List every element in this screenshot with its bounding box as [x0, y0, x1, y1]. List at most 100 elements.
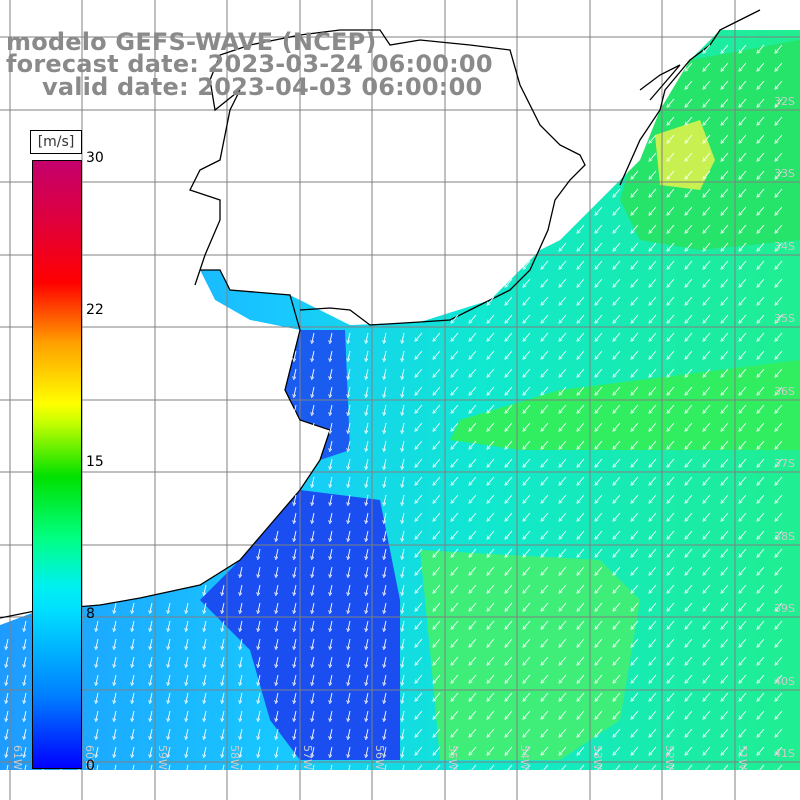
wind-arrow	[722, 224, 729, 232]
wind-arrow	[596, 620, 603, 628]
wind-arrow	[632, 242, 639, 250]
wind-arrow	[668, 296, 675, 304]
wind-arrow	[542, 440, 549, 448]
wind-arrow	[222, 692, 225, 702]
wind-arrow	[560, 656, 567, 664]
wind-arrow	[776, 62, 783, 70]
wind-arrow	[776, 494, 783, 502]
wind-arrow	[560, 260, 567, 268]
wind-arrow	[24, 620, 27, 630]
wind-arrow	[416, 764, 423, 772]
ocean-high-zone-1	[450, 360, 800, 450]
wind-arrow	[542, 764, 549, 772]
wind-arrow	[416, 692, 423, 700]
wind-arrow	[632, 494, 639, 502]
wind-arrow	[542, 602, 549, 610]
wind-arrow	[578, 656, 585, 664]
wind-arrow	[650, 134, 657, 142]
wind-arrow	[470, 620, 477, 628]
land-north	[0, 0, 800, 625]
wind-arrow	[596, 278, 603, 286]
wind-arrow	[740, 692, 747, 700]
wind-arrow	[294, 548, 297, 558]
wind-arrow	[258, 548, 261, 558]
lat-label: 35S	[774, 312, 795, 325]
wind-arrow	[722, 134, 729, 142]
wind-arrow	[416, 494, 423, 502]
wind-arrow	[632, 368, 639, 376]
wind-arrow	[416, 638, 423, 646]
wind-arrow	[96, 674, 99, 684]
wind-arrow	[294, 404, 297, 414]
wind-arrow	[276, 728, 279, 738]
wind-arrow	[524, 422, 531, 430]
wind-arrow	[650, 170, 657, 178]
wind-arrow	[222, 602, 225, 612]
wind-arrow	[434, 476, 441, 484]
wind-arrow	[312, 476, 315, 486]
wind-arrow	[258, 656, 261, 666]
wind-arrow	[758, 368, 765, 376]
wind-arrow	[114, 692, 117, 702]
wind-arrow	[470, 314, 477, 322]
wind-arrow	[560, 692, 567, 700]
wind-arrow	[294, 530, 297, 540]
wind-arrow	[686, 422, 693, 430]
wind-arrow	[402, 476, 405, 486]
wind-arrow	[776, 260, 783, 268]
wind-arrow	[348, 584, 351, 594]
wind-arrow	[488, 476, 495, 484]
wind-arrow	[740, 512, 747, 520]
coastline-river	[639, 64, 681, 101]
wind-arrow	[524, 530, 531, 538]
wind-arrow	[596, 494, 603, 502]
wind-arrow	[402, 512, 405, 522]
wind-arrow	[560, 764, 567, 772]
wind-arrow	[776, 296, 783, 304]
wind-arrow	[276, 710, 279, 720]
wind-arrow	[722, 494, 729, 502]
wind-arrow	[294, 386, 297, 396]
wind-arrow	[488, 386, 495, 394]
wind-arrow	[740, 746, 747, 754]
wind-arrow	[384, 350, 387, 360]
wind-arrow	[506, 368, 513, 376]
wind-arrow	[704, 620, 711, 628]
wind-arrow	[488, 692, 495, 700]
wind-arrow	[596, 440, 603, 448]
wind-arrow	[758, 98, 765, 106]
wind-arrow	[384, 764, 387, 774]
wind-arrow	[650, 674, 657, 682]
wind-arrow	[704, 584, 711, 592]
wind-arrow	[722, 566, 729, 574]
wind-arrow	[542, 656, 549, 664]
wind-arrow	[740, 710, 747, 718]
wind-arrow	[740, 386, 747, 394]
wind-arrow	[704, 116, 711, 124]
wind-arrow	[470, 710, 477, 718]
wind-arrow	[578, 332, 585, 340]
wind-arrow	[348, 638, 351, 648]
wind-arrow	[434, 422, 441, 430]
lat-label: 38S	[774, 530, 795, 543]
wind-arrow	[384, 674, 387, 684]
wind-arrow	[452, 314, 459, 322]
wind-arrow	[330, 476, 333, 486]
wind-arrow	[168, 620, 171, 630]
wind-arrow	[402, 440, 405, 450]
wind-arrow	[416, 404, 423, 412]
lat-labels: 32S 33S 34S 35S 36S 37S 38S 39S 40S 41S	[774, 95, 795, 760]
wind-arrow	[632, 746, 639, 754]
wind-arrow	[506, 674, 513, 682]
wind-arrow	[614, 296, 621, 304]
wind-arrow	[704, 386, 711, 394]
wind-arrow	[434, 656, 441, 664]
wind-arrow	[722, 458, 729, 466]
wind-arrow	[560, 494, 567, 502]
wind-arrow	[132, 710, 135, 720]
wind-arrow	[452, 674, 459, 682]
wind-arrow	[222, 620, 225, 630]
wind-arrow	[168, 656, 171, 666]
wind-arrow	[402, 494, 405, 504]
wind-arrow	[470, 638, 477, 646]
